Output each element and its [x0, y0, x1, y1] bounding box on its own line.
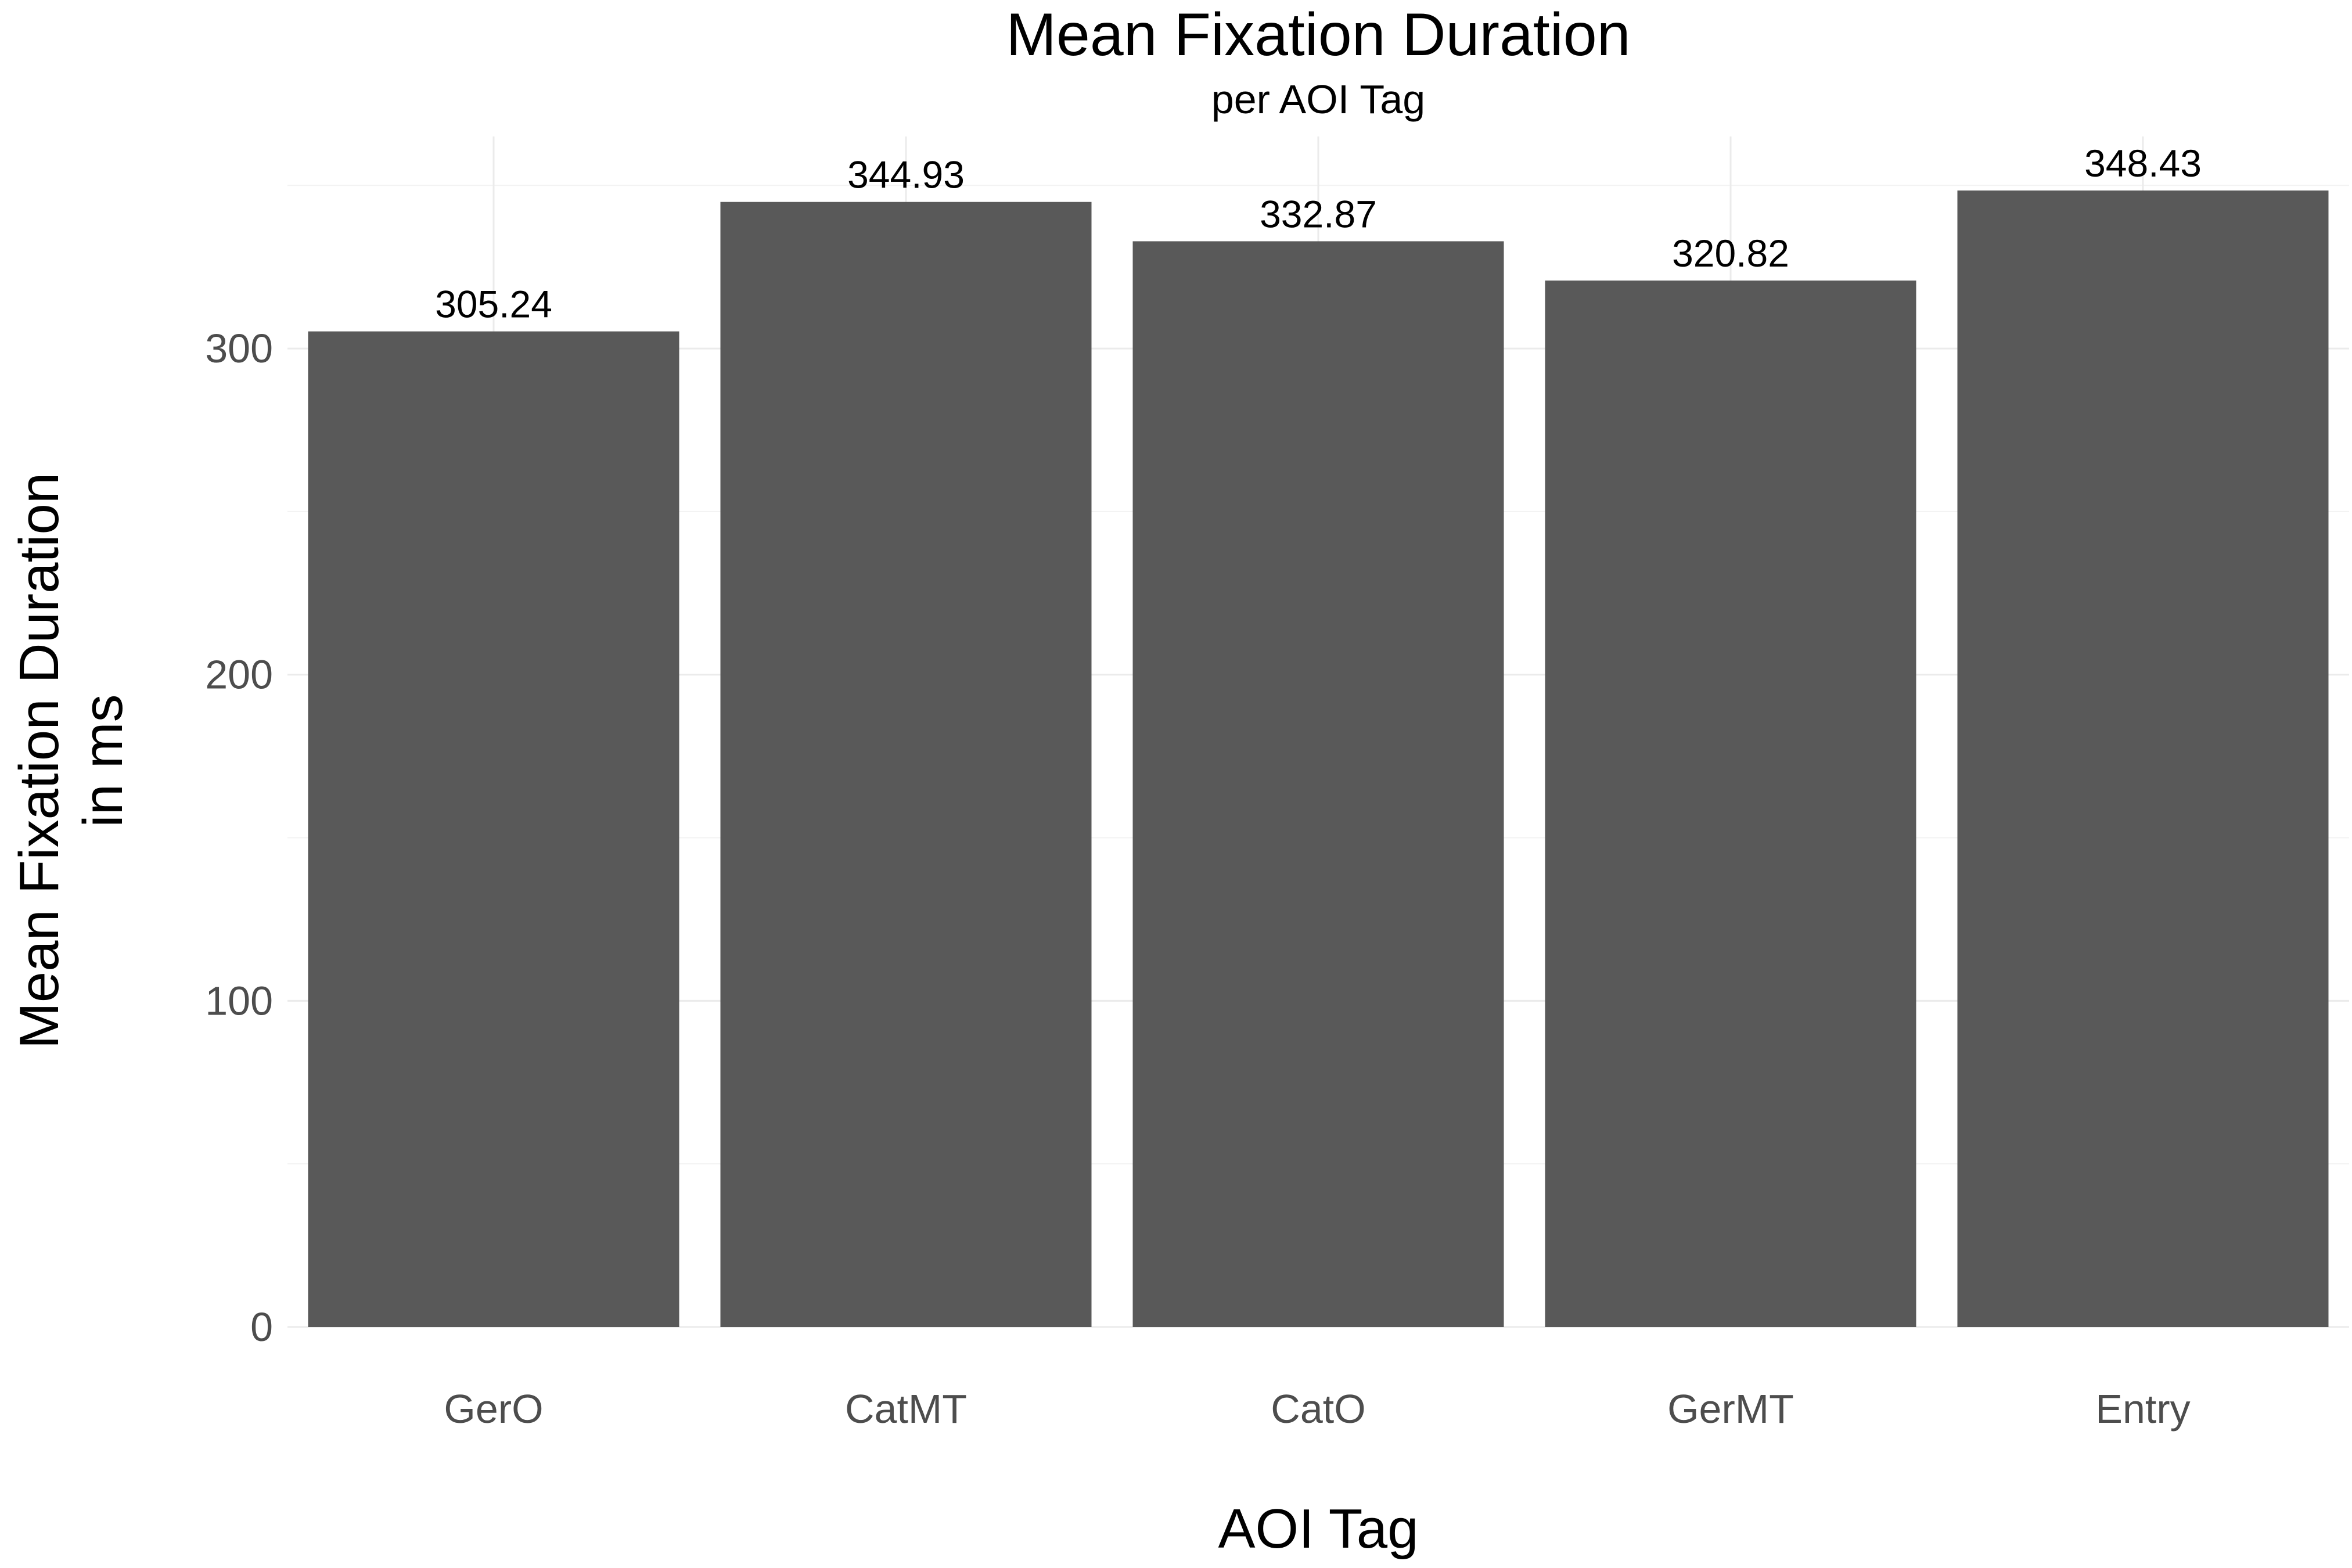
y-axis-ticks: 0 100 200 300 — [205, 326, 273, 1350]
y-tick-label: 200 — [205, 652, 273, 697]
chart-subtitle: per AOI Tag — [1211, 77, 1425, 122]
y-axis-title-line-2: in ms — [72, 694, 134, 827]
y-axis-title: Mean Fixation Duration in ms — [8, 473, 134, 1049]
bar-Entry — [1957, 190, 2329, 1327]
bar-GerO — [308, 331, 679, 1327]
data-label-Entry: 348.43 — [2084, 142, 2202, 185]
x-tick-label-CatMT: CatMT — [845, 1386, 967, 1432]
x-axis-title: AOI Tag — [1218, 1498, 1418, 1560]
data-label-GerO: 305.24 — [435, 283, 552, 326]
x-tick-label-Entry: Entry — [2095, 1386, 2190, 1432]
bar-CatO — [1132, 241, 1504, 1327]
y-tick-label: 300 — [205, 326, 273, 371]
data-label-GerMT: 320.82 — [1672, 232, 1789, 275]
data-labels: 305.24 344.93 332.87 320.82 348.43 — [435, 142, 2202, 326]
bar-GerMT — [1545, 280, 1916, 1327]
x-tick-label-GerMT: GerMT — [1667, 1386, 1794, 1432]
y-tick-label: 100 — [205, 978, 273, 1023]
data-label-CatO: 332.87 — [1260, 192, 1377, 235]
x-tick-label-CatO: CatO — [1271, 1386, 1365, 1432]
x-tick-label-GerO: GerO — [444, 1386, 543, 1432]
data-label-CatMT: 344.93 — [847, 153, 965, 196]
chart-title: Mean Fixation Duration — [1006, 1, 1630, 69]
bars — [308, 190, 2329, 1327]
bar-CatMT — [720, 202, 1092, 1327]
y-axis-title-line-1: Mean Fixation Duration — [8, 473, 70, 1049]
x-axis-ticks: GerO CatMT CatO GerMT Entry — [444, 1386, 2190, 1432]
y-tick-label: 0 — [250, 1304, 273, 1350]
